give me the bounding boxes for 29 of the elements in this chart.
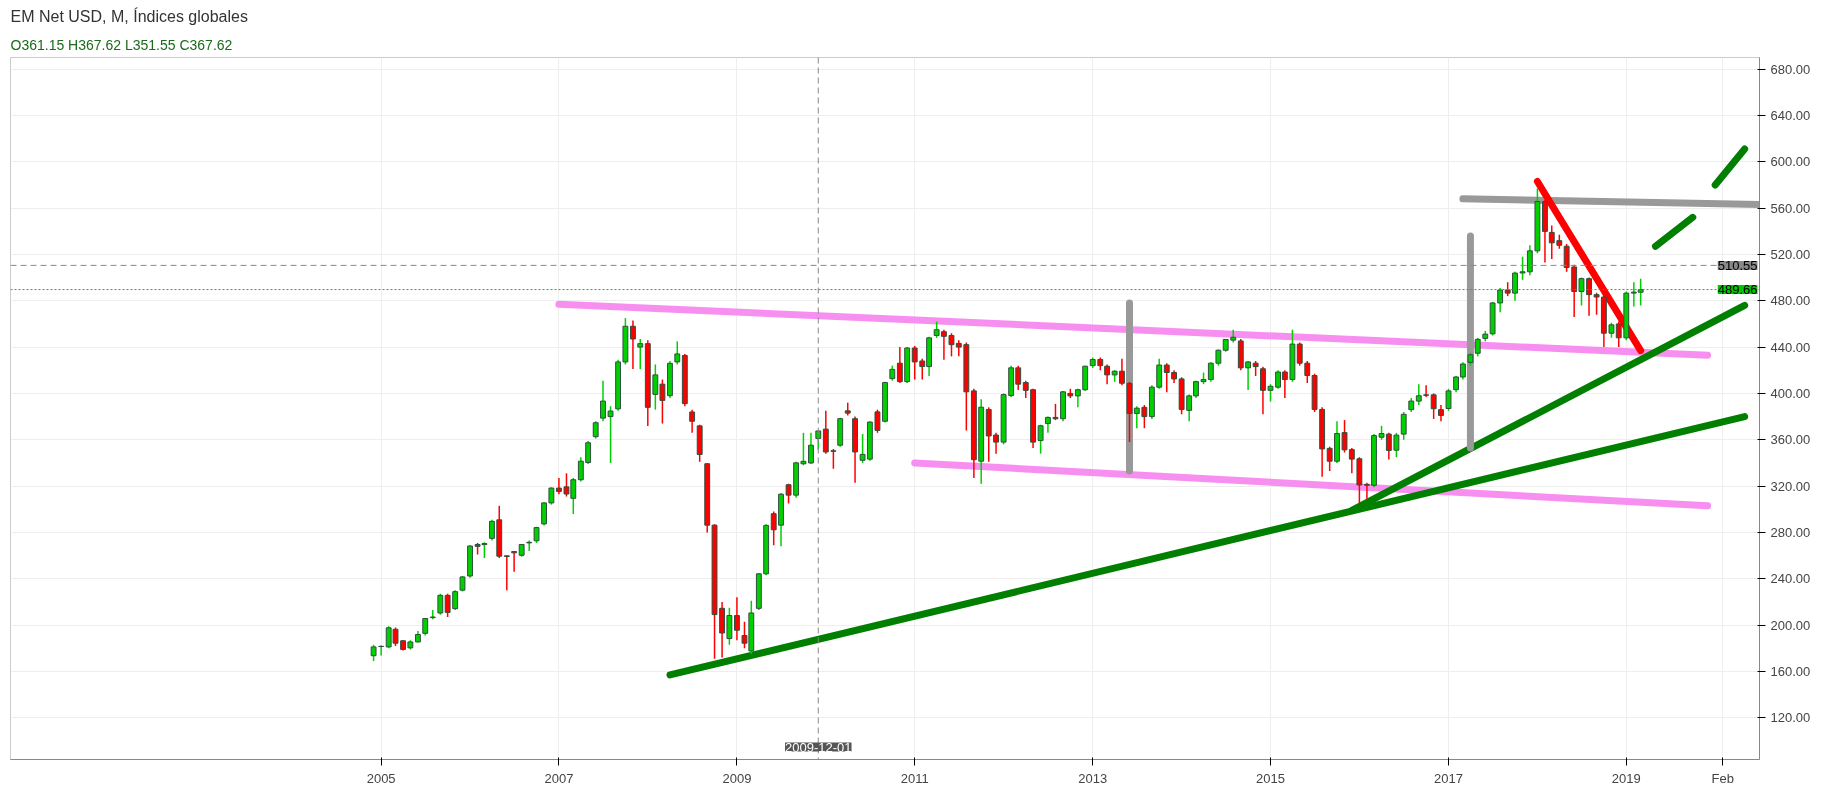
x-tick-label: 2017 <box>1434 770 1463 786</box>
y-tick-label: 600.00 <box>1770 154 1811 170</box>
ref-line-label: 489.66 <box>1717 282 1758 298</box>
ref-line-label: 2009-12-01 <box>785 739 852 755</box>
x-tick-label: 2011 <box>900 770 929 786</box>
chart-subtitle: O361.15 H367.62 L351.55 C367.62 <box>10 36 233 53</box>
chart-title: EM Net USD, M, Índices globales <box>10 6 248 25</box>
y-tick-label: 280.00 <box>1770 524 1811 540</box>
y-tick-label: 640.00 <box>1770 107 1811 123</box>
y-tick-label: 520.00 <box>1770 246 1811 262</box>
y-tick-label: 120.00 <box>1770 710 1811 726</box>
y-tick-label: 240.00 <box>1770 571 1811 587</box>
x-tick-label: 2005 <box>366 770 396 786</box>
y-tick-label: 160.00 <box>1770 663 1811 679</box>
x-tick-label: Feb <box>1711 770 1734 786</box>
x-tick-label: 2009 <box>722 770 752 786</box>
x-tick-label: 2015 <box>1256 770 1285 786</box>
y-tick-label: 440.00 <box>1770 339 1811 355</box>
y-tick-label: 320.00 <box>1770 478 1811 494</box>
x-tick-label: 2013 <box>1078 770 1108 786</box>
x-tick-label: 2019 <box>1611 770 1641 786</box>
y-tick-label: 400.00 <box>1770 385 1811 401</box>
x-tick-label: 2007 <box>544 770 574 786</box>
y-tick-label: 360.00 <box>1770 432 1811 448</box>
ref-line-label: 510.55 <box>1717 257 1758 273</box>
y-tick-label: 200.00 <box>1770 617 1811 633</box>
y-tick-label: 680.00 <box>1770 61 1811 77</box>
y-tick-label: 560.00 <box>1770 200 1811 216</box>
y-tick-label: 480.00 <box>1770 293 1811 309</box>
